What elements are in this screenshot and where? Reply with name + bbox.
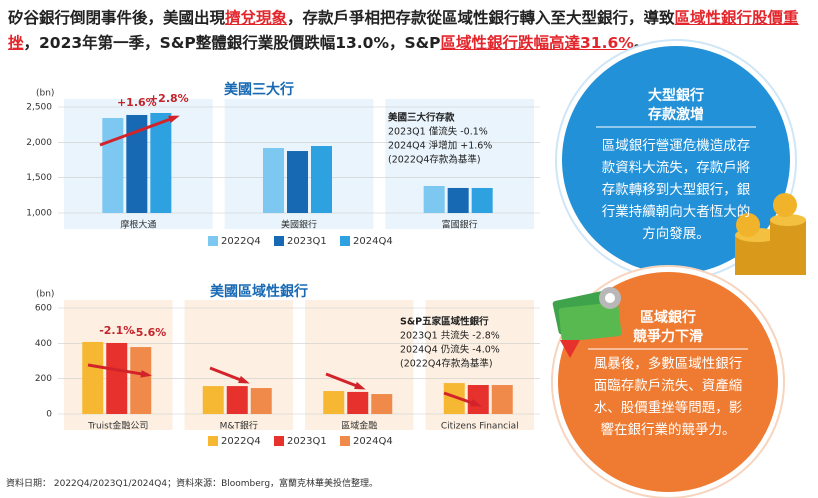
bar <box>126 114 148 213</box>
headline: 矽谷銀行倒閉事件後，美國出現擠兌現象，存款戶爭相把存款從區域性銀行轉入至大型銀行… <box>8 6 810 56</box>
note-line: 2023Q1 僅流失 -0.1% <box>388 126 488 138</box>
legend-swatch <box>340 436 350 446</box>
y-tick-label: 2,500 <box>26 103 52 113</box>
bar <box>263 147 284 213</box>
chart-title: 美國區域性銀行 <box>210 283 308 300</box>
headline-text: ，存款戶爭相把存款從區域性銀行轉入至大型銀行，導致 <box>287 9 675 27</box>
bar <box>202 386 224 414</box>
bar <box>82 341 104 414</box>
callout-body: 響在銀行業的競爭力。 <box>601 421 736 438</box>
bar <box>150 113 172 213</box>
trend-arrow <box>99 115 177 147</box>
note-line: S&P五家區域性銀行 <box>400 316 489 328</box>
bar <box>491 385 513 414</box>
headline-text: 矽谷銀行倒閉事件後，美國出現 <box>8 9 226 27</box>
legend-swatch <box>208 236 218 246</box>
y-unit: (bn) <box>36 89 54 99</box>
legend-label: 2022Q4 <box>221 236 261 247</box>
bar <box>443 383 465 414</box>
callout-body: 水、股價重挫等問題，影 <box>594 399 743 416</box>
money-icon <box>552 287 622 358</box>
bar <box>130 347 152 414</box>
arrow-head <box>168 115 180 124</box>
circle-blue <box>562 46 790 274</box>
legend-label: 2022Q4 <box>221 436 261 447</box>
headline-text: ，2023年第一季，S&P整體銀行業股價跌幅13.0%，S&P <box>23 34 441 52</box>
legend-swatch <box>340 236 350 246</box>
callout-body: 區域銀行營運危機造成存 <box>602 138 751 154</box>
x-tick-label: 富國銀行 <box>442 219 478 231</box>
callout-title: 區域銀行 <box>640 309 696 326</box>
y-tick-label: 1,500 <box>26 173 52 183</box>
x-tick-label: 區域金融 <box>341 420 377 432</box>
callout-body: 存款轉移到大型銀行，銀 <box>602 182 751 198</box>
y-tick-label: 1,000 <box>26 209 52 219</box>
note-line: (2022Q4存款為基準) <box>400 358 493 370</box>
coins-icon <box>735 193 806 275</box>
y-tick-label: 200 <box>35 374 52 384</box>
x-tick-label: Truist金融公司 <box>87 420 148 432</box>
callout-title: 競爭力下滑 <box>633 328 703 345</box>
note-line: (2022Q4存款為基準) <box>388 154 481 166</box>
bar <box>447 187 469 213</box>
annotation: +1.6% <box>117 96 157 109</box>
bar <box>311 146 332 213</box>
y-tick-label: 0 <box>46 410 52 420</box>
note-line: 2023Q1 共流失 -2.8% <box>400 330 500 342</box>
callout-body: 款資料大流失，存款戶將 <box>602 160 751 176</box>
arrow-head <box>470 399 482 407</box>
x-tick-label: M&T銀行 <box>220 420 258 432</box>
arrow-head <box>140 370 152 378</box>
bar <box>106 342 128 414</box>
bar <box>250 388 272 414</box>
note-line: 美國三大行存款 <box>387 112 455 124</box>
legend-swatch <box>274 436 284 446</box>
x-tick-label: 美國銀行 <box>281 219 317 231</box>
bar <box>226 386 248 414</box>
trend-arrow <box>87 363 149 377</box>
arrow-head <box>354 381 366 390</box>
callout-body: 風暴後，多數區域性銀行 <box>594 355 743 372</box>
bar <box>371 394 393 414</box>
legend-swatch <box>208 436 218 446</box>
bar <box>423 186 445 213</box>
callout-body: 面臨存款戶流失、資產縮 <box>594 377 743 394</box>
callout-body: 行業持續朝向大者恆大的 <box>602 204 751 220</box>
x-tick-label: 摩根大通 <box>120 219 156 231</box>
note-line: 2024Q4 仍流失 -4.0% <box>400 344 500 356</box>
highlight: 區域性銀行股價重挫 <box>8 9 799 52</box>
highlight: 擠兌現象 <box>225 9 288 27</box>
bar <box>467 385 489 414</box>
bar <box>347 391 369 414</box>
legend-label: 2024Q4 <box>353 436 393 447</box>
y-unit: (bn) <box>36 290 54 300</box>
bar <box>287 151 308 213</box>
annotation: -2.1% <box>99 324 134 337</box>
annotation: +2.8% <box>149 92 189 105</box>
bar <box>471 187 493 213</box>
note-line: 2024Q4 淨增加 +1.6% <box>388 140 492 152</box>
y-tick-label: 400 <box>35 339 52 349</box>
y-tick-label: 600 <box>35 304 52 314</box>
bar <box>102 118 124 213</box>
legend-label: 2023Q1 <box>287 436 327 447</box>
chart-title: 美國三大行 <box>224 81 294 98</box>
callout-title: 大型銀行 <box>648 87 704 104</box>
x-tick-label: Citizens Financial <box>441 422 519 432</box>
arrow-head <box>238 375 250 384</box>
callout-title: 存款激增 <box>648 106 704 123</box>
highlight: 區域性銀行跌幅高達31.6% <box>440 34 634 52</box>
y-tick-label: 2,000 <box>26 138 52 148</box>
legend-label: 2024Q4 <box>353 236 393 247</box>
footer: 資料日期： 2022Q4/2023Q1/2024Q4；資料來源：Bloomber… <box>6 479 379 489</box>
callout-body: 方向發展。 <box>642 226 710 242</box>
annotation: -5.6% <box>131 326 166 339</box>
legend-swatch <box>274 236 284 246</box>
bar <box>323 391 345 414</box>
legend-label: 2023Q1 <box>287 236 327 247</box>
